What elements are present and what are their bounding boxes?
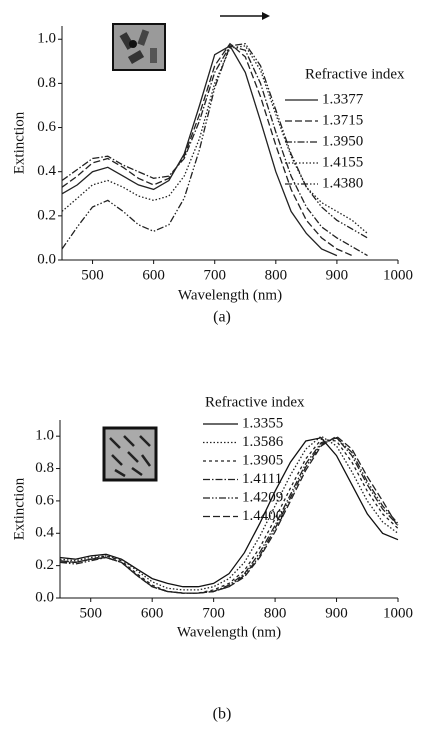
- x-tick-label: 600: [141, 605, 164, 621]
- legend-label: 1.4209: [242, 489, 283, 505]
- x-tick-label: 500: [81, 267, 104, 283]
- x-axis-title: Wavelength (nm): [178, 287, 282, 303]
- x-axis-title: Wavelength (nm): [177, 624, 281, 640]
- series-line: [60, 437, 399, 594]
- series-line: [61, 42, 353, 257]
- x-tick-label: 700: [202, 605, 225, 621]
- legend-label: 1.3586: [242, 434, 284, 450]
- x-tick-label: 500: [79, 605, 102, 621]
- legend-label: 1.3950: [322, 133, 363, 149]
- y-tick-label: 0.2: [35, 557, 54, 573]
- y-axis-title: Extinction: [11, 111, 27, 174]
- y-tick-label: 0.6: [37, 119, 56, 135]
- x-tick-label: 900: [326, 267, 349, 283]
- x-tick-label: 1000: [383, 267, 413, 283]
- y-axis-title: Extinction: [11, 477, 27, 540]
- legend-label: 1.3377: [322, 91, 364, 107]
- y-tick-label: 0.0: [35, 589, 54, 605]
- x-tick-label: 900: [325, 605, 348, 621]
- y-tick-label: 0.8: [37, 75, 56, 91]
- legend-label: 1.4155: [322, 154, 363, 170]
- legend-title: Refractive index: [305, 66, 405, 82]
- inset-image: [102, 426, 158, 482]
- x-tick-label: 600: [142, 267, 165, 283]
- caption: (b): [213, 706, 232, 723]
- x-tick-label: 700: [203, 267, 226, 283]
- series-line: [61, 45, 368, 234]
- series-line: [61, 45, 368, 257]
- series-line: [59, 435, 399, 591]
- y-tick-label: 0.6: [35, 492, 54, 508]
- legend-label: 1.3905: [242, 452, 283, 468]
- legend-label: 1.4380: [322, 175, 363, 191]
- x-tick-label: 800: [265, 267, 288, 283]
- legend-label: 1.3715: [322, 112, 363, 128]
- y-tick-label: 0.2: [37, 207, 56, 223]
- series-line: [59, 438, 399, 594]
- legend-label: 1.3355: [242, 415, 283, 431]
- y-tick-label: 0.8: [35, 460, 54, 476]
- series-line: [59, 435, 399, 594]
- y-tick-label: 0.4: [37, 163, 56, 179]
- y-tick-label: 1.0: [35, 428, 54, 444]
- y-tick-label: 0.4: [35, 525, 54, 541]
- x-tick-label: 1000: [383, 605, 413, 621]
- legend-label: 1.4111: [242, 471, 282, 487]
- legend-label: 1.4400: [242, 508, 283, 524]
- legend-title: Refractive index: [205, 394, 305, 410]
- series-line: [61, 45, 338, 257]
- y-tick-label: 0.0: [37, 251, 56, 267]
- y-tick-label: 1.0: [37, 31, 56, 47]
- x-tick-label: 800: [264, 605, 287, 621]
- inset-image: [112, 23, 166, 71]
- shift-arrow: [220, 12, 270, 20]
- caption: (a): [213, 309, 231, 326]
